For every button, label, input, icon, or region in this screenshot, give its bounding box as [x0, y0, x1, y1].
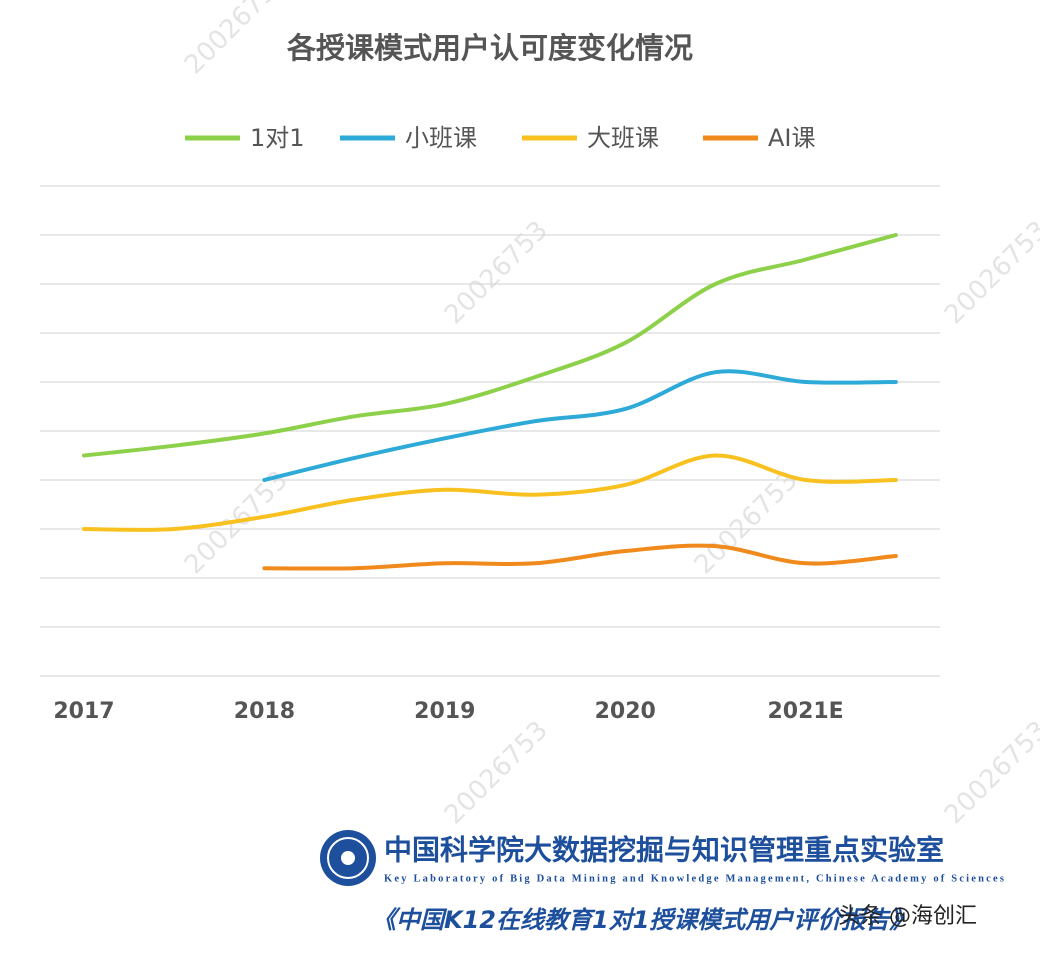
- series-line: [262, 369, 898, 482]
- logo-ring: [327, 837, 369, 879]
- legend-label: 大班课: [587, 124, 659, 152]
- series-line: [82, 233, 898, 458]
- x-tick-label: 2017: [53, 699, 114, 724]
- series-line: [262, 543, 898, 571]
- watermark: 20026753: [439, 215, 554, 330]
- series-line: [82, 453, 898, 532]
- source-mark: 头条 @海创汇: [838, 904, 977, 929]
- legend-label: 小班课: [405, 124, 477, 152]
- x-tick-label: 2020: [595, 699, 656, 724]
- logo-center: [341, 851, 355, 865]
- watermark: 20026753: [179, 0, 294, 80]
- legend-label: AI课: [768, 124, 816, 152]
- watermark: 20026753: [439, 715, 554, 830]
- x-tick-label: 2018: [234, 699, 295, 724]
- chart-title: 各授课模式用户认可度变化情况: [286, 31, 693, 65]
- watermark: 20026753: [939, 215, 1040, 330]
- lab-name-cn: 中国科学院大数据挖掘与知识管理重点实验室: [384, 834, 944, 867]
- legend-label: 1对1: [250, 124, 305, 152]
- report-title: 《中国K12在线教育1对1授课模式用户评价报告》: [372, 906, 913, 934]
- watermark: 20026753: [939, 715, 1040, 830]
- x-tick-label: 2019: [414, 699, 475, 724]
- plot: 2017 2018 2019 2020 2021E 1对1 小班课 大班课 AI课: [40, 124, 940, 724]
- footer: 中国科学院大数据挖掘与知识管理重点实验室 Key Laboratory of B…: [320, 830, 1004, 934]
- lab-name-en: Key Laboratory of Big Data Mining and Kn…: [384, 873, 1004, 884]
- x-tick-label: 2021E: [767, 699, 843, 724]
- watermark: 20026753: [689, 465, 804, 580]
